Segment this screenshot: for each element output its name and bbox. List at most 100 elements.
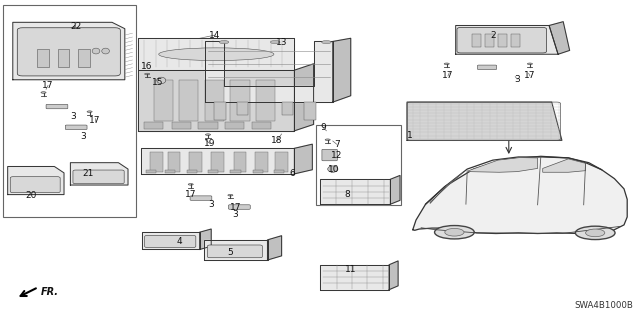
Text: 17: 17 (42, 81, 54, 90)
Bar (485, 34, 494, 47)
Ellipse shape (87, 111, 92, 113)
Text: 17: 17 (185, 190, 196, 199)
Text: 17: 17 (442, 71, 454, 80)
Ellipse shape (435, 226, 474, 239)
Text: 19: 19 (204, 139, 216, 148)
Ellipse shape (328, 166, 338, 172)
Ellipse shape (527, 63, 532, 64)
Bar (208, 170, 218, 173)
FancyBboxPatch shape (73, 170, 124, 184)
FancyBboxPatch shape (457, 27, 547, 53)
FancyBboxPatch shape (10, 177, 60, 193)
Bar (253, 170, 263, 173)
Bar (58, 49, 69, 67)
Bar (304, 102, 316, 120)
Ellipse shape (575, 226, 615, 240)
Bar (275, 152, 288, 172)
Polygon shape (407, 102, 562, 140)
Bar (255, 152, 268, 172)
Polygon shape (549, 22, 570, 54)
Bar (214, 102, 226, 120)
Text: 12: 12 (331, 151, 342, 160)
Bar (37, 49, 49, 67)
Bar (498, 34, 507, 47)
FancyBboxPatch shape (190, 196, 212, 200)
FancyBboxPatch shape (228, 205, 250, 209)
Polygon shape (138, 38, 294, 70)
Polygon shape (430, 172, 464, 204)
Polygon shape (294, 144, 312, 174)
Text: 14: 14 (209, 31, 221, 40)
Bar (189, 152, 202, 172)
Polygon shape (413, 156, 627, 234)
Text: 9: 9 (321, 123, 326, 132)
Polygon shape (13, 22, 125, 80)
Ellipse shape (586, 229, 605, 237)
Text: 22: 22 (70, 22, 81, 31)
FancyBboxPatch shape (322, 149, 337, 161)
Text: 1: 1 (407, 131, 412, 140)
FancyBboxPatch shape (145, 235, 196, 248)
Polygon shape (142, 232, 200, 249)
Ellipse shape (102, 48, 109, 54)
Bar (230, 170, 241, 173)
Polygon shape (141, 148, 294, 174)
Bar (3, 5, 136, 217)
Ellipse shape (145, 73, 150, 75)
Bar (168, 152, 180, 172)
FancyBboxPatch shape (477, 65, 497, 70)
Text: 7: 7 (334, 140, 339, 149)
Text: 3: 3 (233, 210, 238, 219)
Bar (211, 152, 224, 172)
Ellipse shape (188, 184, 193, 185)
Polygon shape (204, 240, 268, 260)
Ellipse shape (228, 194, 233, 196)
Bar (198, 122, 218, 129)
Polygon shape (70, 163, 128, 185)
Text: 18: 18 (271, 137, 282, 145)
Bar (150, 152, 163, 172)
Text: 17: 17 (89, 116, 100, 125)
Text: 5: 5 (228, 248, 233, 256)
Text: 15: 15 (152, 78, 164, 87)
Polygon shape (456, 26, 558, 54)
Polygon shape (468, 158, 538, 172)
Bar (172, 122, 191, 129)
Polygon shape (320, 265, 389, 290)
Text: FR.: FR. (41, 287, 59, 297)
Text: 17: 17 (230, 203, 241, 212)
Ellipse shape (41, 92, 46, 93)
Bar (146, 170, 156, 173)
Bar (316, 125, 401, 205)
Ellipse shape (270, 41, 280, 44)
Text: 4: 4 (177, 237, 182, 246)
Bar (230, 80, 250, 121)
Polygon shape (205, 41, 333, 102)
FancyBboxPatch shape (207, 245, 262, 258)
Text: SWA4B1000B: SWA4B1000B (575, 301, 634, 310)
Bar (256, 80, 275, 121)
Text: 3: 3 (515, 75, 520, 84)
Bar (187, 170, 197, 173)
Polygon shape (543, 159, 586, 172)
Bar (144, 122, 163, 129)
Ellipse shape (445, 228, 464, 236)
Text: 17: 17 (524, 71, 536, 80)
Polygon shape (8, 167, 64, 195)
Text: 11: 11 (345, 265, 356, 274)
Polygon shape (200, 229, 211, 249)
Ellipse shape (159, 48, 274, 61)
Text: 3: 3 (209, 200, 214, 209)
Polygon shape (390, 175, 400, 204)
FancyBboxPatch shape (65, 125, 87, 130)
FancyBboxPatch shape (46, 104, 68, 109)
Text: 21: 21 (83, 169, 94, 178)
Text: 3: 3 (71, 112, 76, 121)
Bar (274, 170, 284, 173)
Ellipse shape (157, 77, 166, 84)
Ellipse shape (444, 63, 449, 64)
Text: 13: 13 (276, 38, 287, 47)
Ellipse shape (321, 41, 332, 44)
Text: 20: 20 (25, 191, 36, 200)
Bar (225, 122, 244, 129)
